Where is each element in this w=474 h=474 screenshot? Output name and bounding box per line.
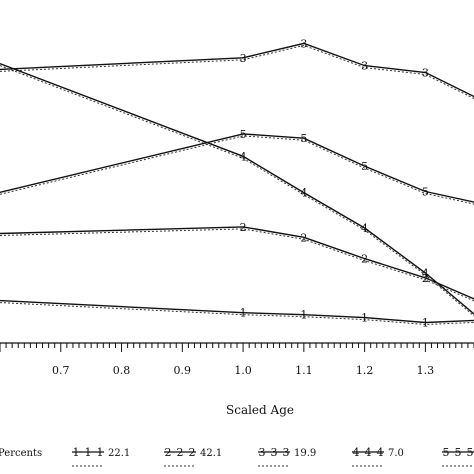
x-tick-label: 1.2: [356, 364, 374, 377]
legend-marker: 1: [97, 446, 104, 459]
legend-value: 19.9: [294, 448, 316, 459]
legend-marker: 5: [443, 446, 450, 459]
series-4-marker: 4: [240, 150, 247, 163]
series-4-marker: 4: [361, 222, 368, 235]
x-tick-label: 1.1: [295, 364, 313, 377]
x-tick-label: 0.9: [174, 364, 192, 377]
x-tick-label: 0.7: [52, 364, 70, 377]
series-4-dotted-line: [0, 65, 474, 317]
legend-marker: 4: [353, 446, 360, 459]
legend-marker: 2: [177, 446, 184, 459]
series-5-marker: 5: [422, 185, 429, 198]
legend-value: 7.0: [388, 448, 404, 459]
legend-marker: 4: [365, 446, 372, 459]
series-3-marker: 3: [361, 60, 368, 73]
series-1-marker: 1: [300, 309, 307, 322]
series-2-marker: 2: [240, 221, 247, 234]
legend: Percents 1 1 1 22.1 2 2 2 42.1 3 3 3 19.9 4 4 4 7.0 5 5 5: [0, 446, 474, 467]
series-5-line: [0, 133, 474, 203]
series-3-marker: 3: [300, 37, 307, 50]
series-4-line: [0, 62, 474, 315]
series-5-marker: 5: [300, 132, 307, 145]
series-3-marker: 3: [240, 52, 247, 65]
legend-entry-4: 4 4 4 7.0: [352, 446, 404, 467]
legend-marker: 3: [283, 446, 290, 459]
series-5-marker: 5: [361, 160, 368, 173]
series-1-line: [0, 299, 474, 324]
legend-marker: 3: [259, 446, 266, 459]
legend-title: Percents: [0, 448, 42, 459]
series-1-marker: 1: [361, 312, 368, 325]
series-3-dotted-line: [0, 44, 474, 100]
x-tick-label: 0.8: [113, 364, 131, 377]
x-axis: 0.7 0.8 0.9 1.0 1.1 1.2 1.3: [0, 342, 474, 377]
x-tick-label: 1.0: [234, 364, 252, 377]
legend-marker: 4: [377, 446, 384, 459]
series-2-marker: 2: [361, 253, 368, 266]
series-2-marker: 2: [422, 272, 429, 285]
plot-series: 1 1 1 1 2 2 2 2 3 3 3 3 4 4 4 4 5 5 5 5: [0, 37, 474, 330]
legend-marker: 2: [165, 446, 172, 459]
series-4-marker: 4: [300, 187, 307, 200]
series-3-marker: 3: [422, 67, 429, 80]
series-5-dotted-line: [0, 135, 474, 205]
x-tick-label: 1.3: [417, 364, 435, 377]
x-axis-label: Scaled Age: [226, 403, 294, 417]
legend-marker: 5: [455, 446, 462, 459]
legend-marker: 1: [73, 446, 80, 459]
legend-marker: 5: [467, 446, 474, 459]
legend-entry-2: 2 2 2 42.1: [164, 446, 222, 467]
series-1-dotted-line: [0, 302, 474, 326]
series-2-line: [0, 226, 474, 300]
series-1-marker: 1: [422, 317, 429, 330]
series-3-line: [0, 42, 474, 98]
series-1-marker: 1: [240, 307, 247, 320]
legend-marker: 2: [189, 446, 196, 459]
legend-entry-3: 3 3 3 19.9: [258, 446, 316, 467]
legend-entry-1: 1 1 1 22.1: [72, 446, 130, 467]
legend-value: 42.1: [200, 448, 222, 459]
series-2-marker: 2: [300, 231, 307, 244]
legend-marker: 3: [271, 446, 278, 459]
legend-marker: 1: [85, 446, 92, 459]
series-2-dotted-line: [0, 228, 474, 302]
legend-value: 22.1: [108, 448, 130, 459]
series-4-marker: 4: [422, 267, 429, 280]
series-5-marker: 5: [240, 128, 247, 141]
